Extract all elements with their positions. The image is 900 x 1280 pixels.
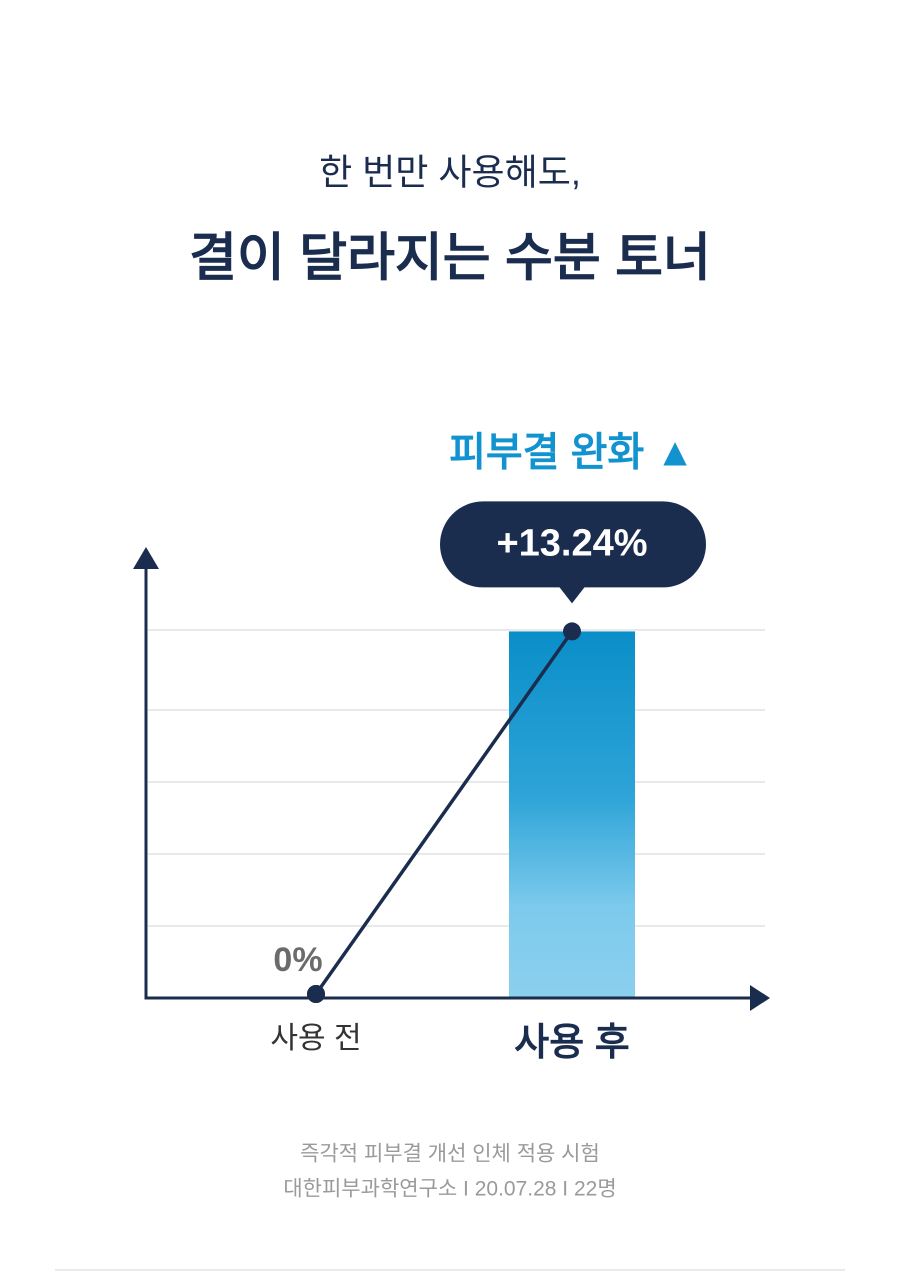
data-point [307, 985, 325, 1003]
chart-subtitle: 결이 달라지는 수분 토너 [189, 230, 711, 288]
bar [509, 631, 635, 998]
x-tick-label: 사용 전 [270, 1022, 361, 1055]
x-axis-arrow [750, 985, 770, 1011]
callout-pointer [558, 585, 586, 604]
value-label: +13.24% [496, 522, 647, 564]
y-axis-arrow [133, 547, 159, 569]
footnote: 즉각적 피부결 개선 인체 적용 시험 [300, 1143, 600, 1166]
annotation: 피부결 완화 ▲ [449, 431, 695, 475]
callout-bubble [440, 501, 706, 588]
data-point [563, 622, 581, 641]
value-label: 0% [273, 941, 322, 979]
footnote: 대한피부과학연구소 I 20.07.28 I 22명 [283, 1178, 616, 1201]
trend-line [314, 630, 574, 996]
x-tick-label: 사용 후 [514, 1022, 629, 1064]
chart-title: 한 번만 사용해도, [319, 152, 581, 193]
gridlines [148, 629, 765, 927]
